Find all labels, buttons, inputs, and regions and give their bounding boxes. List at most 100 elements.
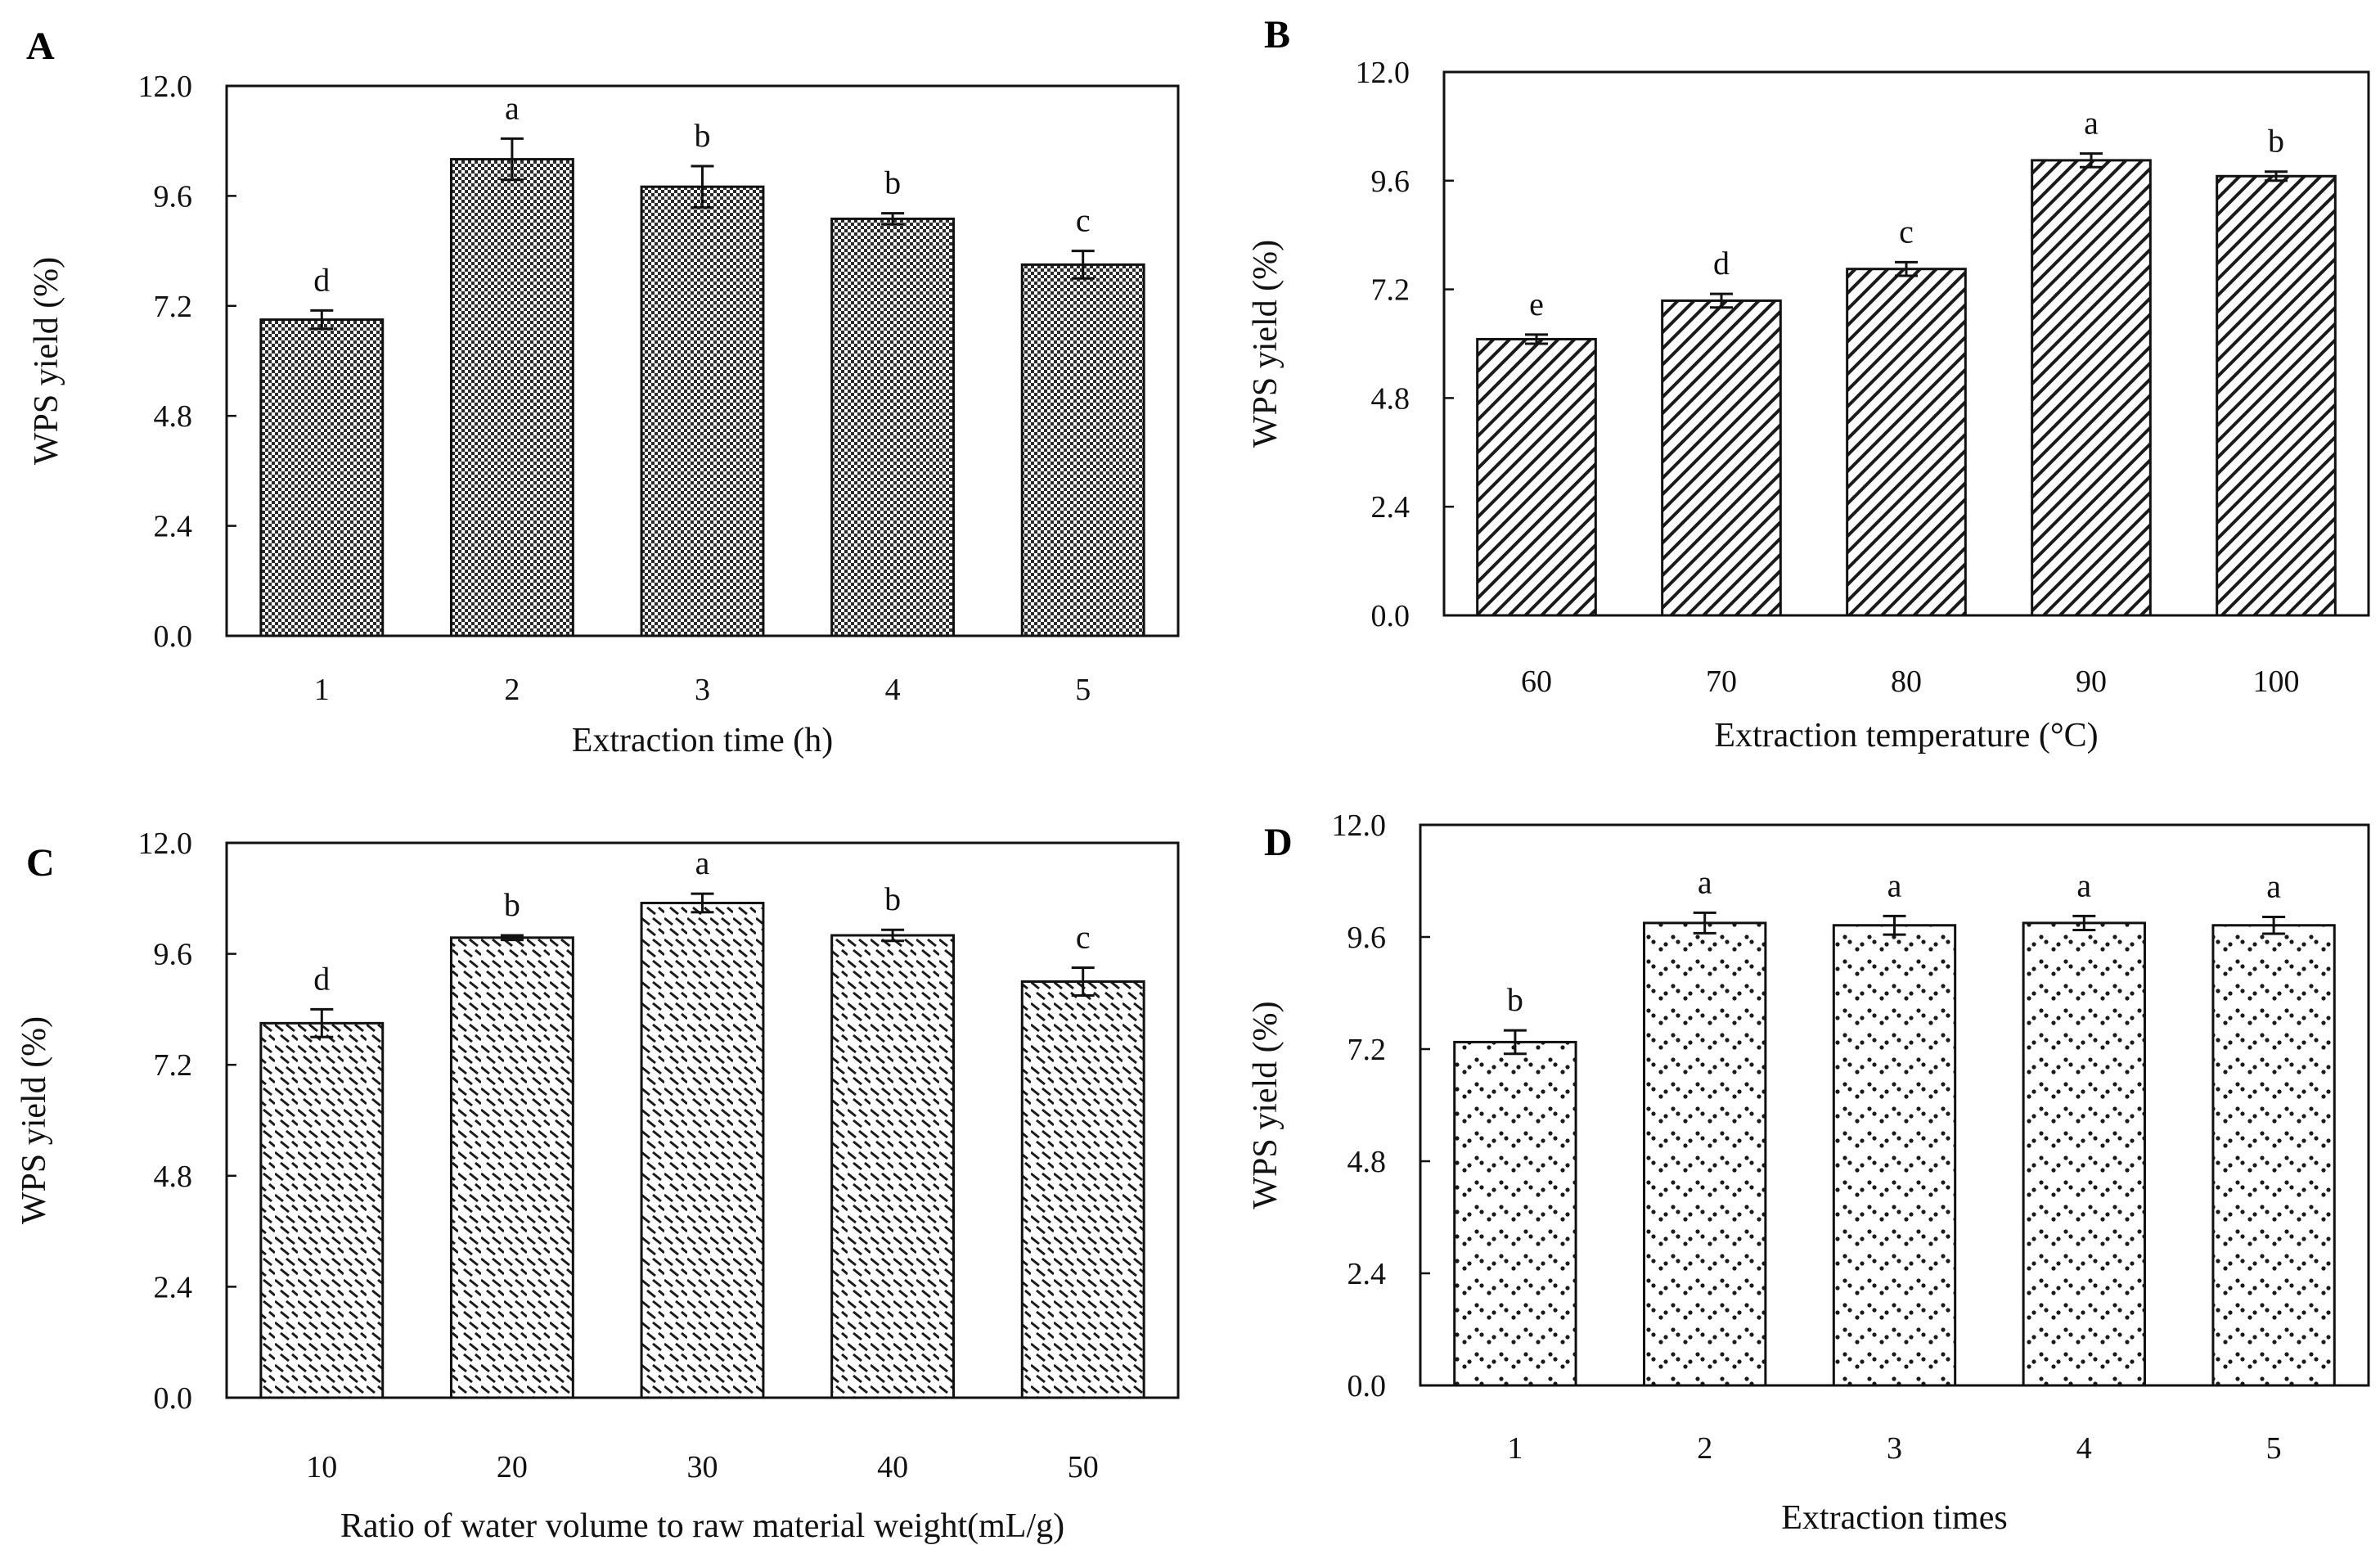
bar: [640, 901, 765, 1399]
significance-label: b: [504, 886, 520, 923]
significance-label: c: [1076, 202, 1091, 239]
y-tick-label: 7.2: [154, 1048, 193, 1083]
significance-label: e: [1529, 286, 1544, 322]
y-tick-label: 4.8: [154, 1160, 193, 1194]
significance-label: d: [313, 960, 330, 997]
y-tick-label: 7.2: [1371, 273, 1410, 308]
x-tick-label: 60: [1521, 664, 1552, 699]
significance-label: a: [695, 845, 710, 881]
bar: [1643, 921, 1767, 1387]
bar: [259, 1021, 385, 1399]
panel-letter: D: [1264, 821, 1293, 864]
significance-label: b: [2268, 123, 2284, 160]
y-tick-label: 12.0: [1332, 809, 1387, 843]
bar: [449, 936, 574, 1399]
bar: [2031, 159, 2152, 617]
x-tick-label: 10: [306, 1450, 337, 1484]
significance-label: a: [1698, 863, 1712, 900]
x-tick-label: 30: [687, 1450, 718, 1484]
bar: [259, 318, 385, 637]
significance-label: b: [695, 117, 711, 154]
y-tick-label: 12.0: [138, 827, 193, 861]
bar: [2022, 921, 2146, 1387]
significance-label: a: [2266, 867, 2281, 904]
bar: [1453, 1040, 1577, 1387]
bar: [1832, 924, 1957, 1387]
bar: [830, 217, 956, 637]
significance-label: b: [884, 164, 901, 201]
significance-label: b: [1507, 981, 1523, 1018]
y-tick-label: 2.4: [154, 510, 193, 544]
significance-label: a: [1887, 867, 1902, 903]
x-tick-label: 5: [1075, 673, 1091, 707]
x-tick-label: 1: [314, 673, 330, 707]
y-tick-label: 4.8: [1347, 1145, 1387, 1179]
chart-panel-b: B 0.0 2.4 4.8 7.2 9.6 12.0 WPS yield (%) e 60 d 70 c…: [1247, 13, 2370, 754]
y-tick-label: 2.4: [1371, 490, 1410, 525]
x-tick-label: 3: [1887, 1431, 1902, 1466]
y-tick-label: 7.2: [1347, 1033, 1387, 1067]
panel-letter: B: [1264, 13, 1290, 56]
x-tick-label: 50: [1068, 1450, 1099, 1484]
x-tick-label: 2: [504, 673, 520, 707]
y-tick-label: 9.6: [1347, 921, 1387, 955]
y-axis-title: WPS yield (%): [1247, 1001, 1284, 1209]
x-axis-title: Extraction temperature (°C): [1714, 717, 2098, 754]
y-tick-label: 0.0: [1371, 599, 1410, 633]
significance-label: c: [1076, 919, 1091, 956]
y-tick-label: 4.8: [154, 399, 193, 434]
bar: [1661, 299, 1782, 617]
y-tick-label: 0.0: [154, 619, 193, 654]
bar: [830, 934, 956, 1399]
bar: [1846, 268, 1967, 617]
bar: [1020, 980, 1145, 1399]
significance-label: b: [884, 881, 901, 917]
y-tick-label: 7.2: [154, 290, 193, 324]
y-axis-title: WPS yield (%): [16, 1016, 53, 1224]
chart-panel-d: D 0.0 2.4 4.8 7.2 9.6 12.0 WPS yield (%) b 1 a 2 a 3 a…: [1247, 809, 2370, 1537]
panel-letter: C: [26, 841, 55, 885]
y-tick-label: 12.0: [1356, 56, 1410, 90]
y-tick-label: 9.6: [1371, 164, 1410, 199]
x-tick-label: 90: [2076, 664, 2107, 699]
y-tick-label: 9.6: [154, 938, 193, 972]
x-tick-label: 3: [695, 673, 710, 707]
significance-label: a: [505, 89, 520, 126]
x-tick-label: 20: [497, 1450, 528, 1484]
bar: [2216, 174, 2337, 617]
y-tick-label: 0.0: [1347, 1369, 1387, 1403]
significance-label: a: [2076, 867, 2091, 903]
x-axis-title: Extraction time (h): [572, 722, 834, 759]
x-tick-label: 80: [1891, 664, 1922, 699]
bar: [640, 185, 765, 637]
x-tick-label: 100: [2253, 664, 2300, 699]
bar: [2211, 924, 2336, 1387]
x-tick-label: 5: [2266, 1431, 2282, 1466]
chart-panel-a: A 0.0 2.4 4.8 7.2 9.6 12.0 WPS yield (%) d 1 a 2 b 3 b…: [26, 25, 1180, 759]
y-tick-label: 12.0: [138, 70, 193, 104]
y-tick-label: 4.8: [1371, 381, 1410, 416]
y-tick-label: 0.0: [154, 1381, 193, 1416]
x-tick-label: 40: [877, 1450, 908, 1484]
panel-letter: A: [26, 25, 55, 68]
chart-panel-c: C 0.0 2.4 4.8 7.2 9.6 12.0 WPS yield (%) d 10 b 20 a…: [16, 827, 1180, 1545]
y-axis-title: WPS yield (%): [1247, 240, 1284, 448]
y-tick-label: 9.6: [154, 179, 193, 214]
x-tick-label: 1: [1507, 1431, 1523, 1466]
y-tick-label: 2.4: [154, 1270, 193, 1304]
x-tick-label: 2: [1697, 1431, 1712, 1466]
significance-label: c: [1899, 213, 1914, 250]
bar: [1476, 337, 1597, 617]
x-tick-label: 70: [1706, 664, 1737, 699]
x-tick-label: 4: [885, 673, 901, 707]
x-axis-title: Ratio of water volume to raw material we…: [340, 1507, 1064, 1545]
bar: [449, 158, 574, 637]
significance-label: d: [313, 261, 330, 298]
y-tick-label: 2.4: [1347, 1257, 1387, 1291]
significance-label: a: [2084, 105, 2099, 142]
y-axis-title: WPS yield (%): [28, 257, 65, 465]
bar: [1020, 263, 1145, 637]
x-axis-title: Extraction times: [1781, 1499, 2007, 1537]
x-tick-label: 4: [2076, 1431, 2092, 1466]
significance-label: d: [1713, 245, 1730, 282]
